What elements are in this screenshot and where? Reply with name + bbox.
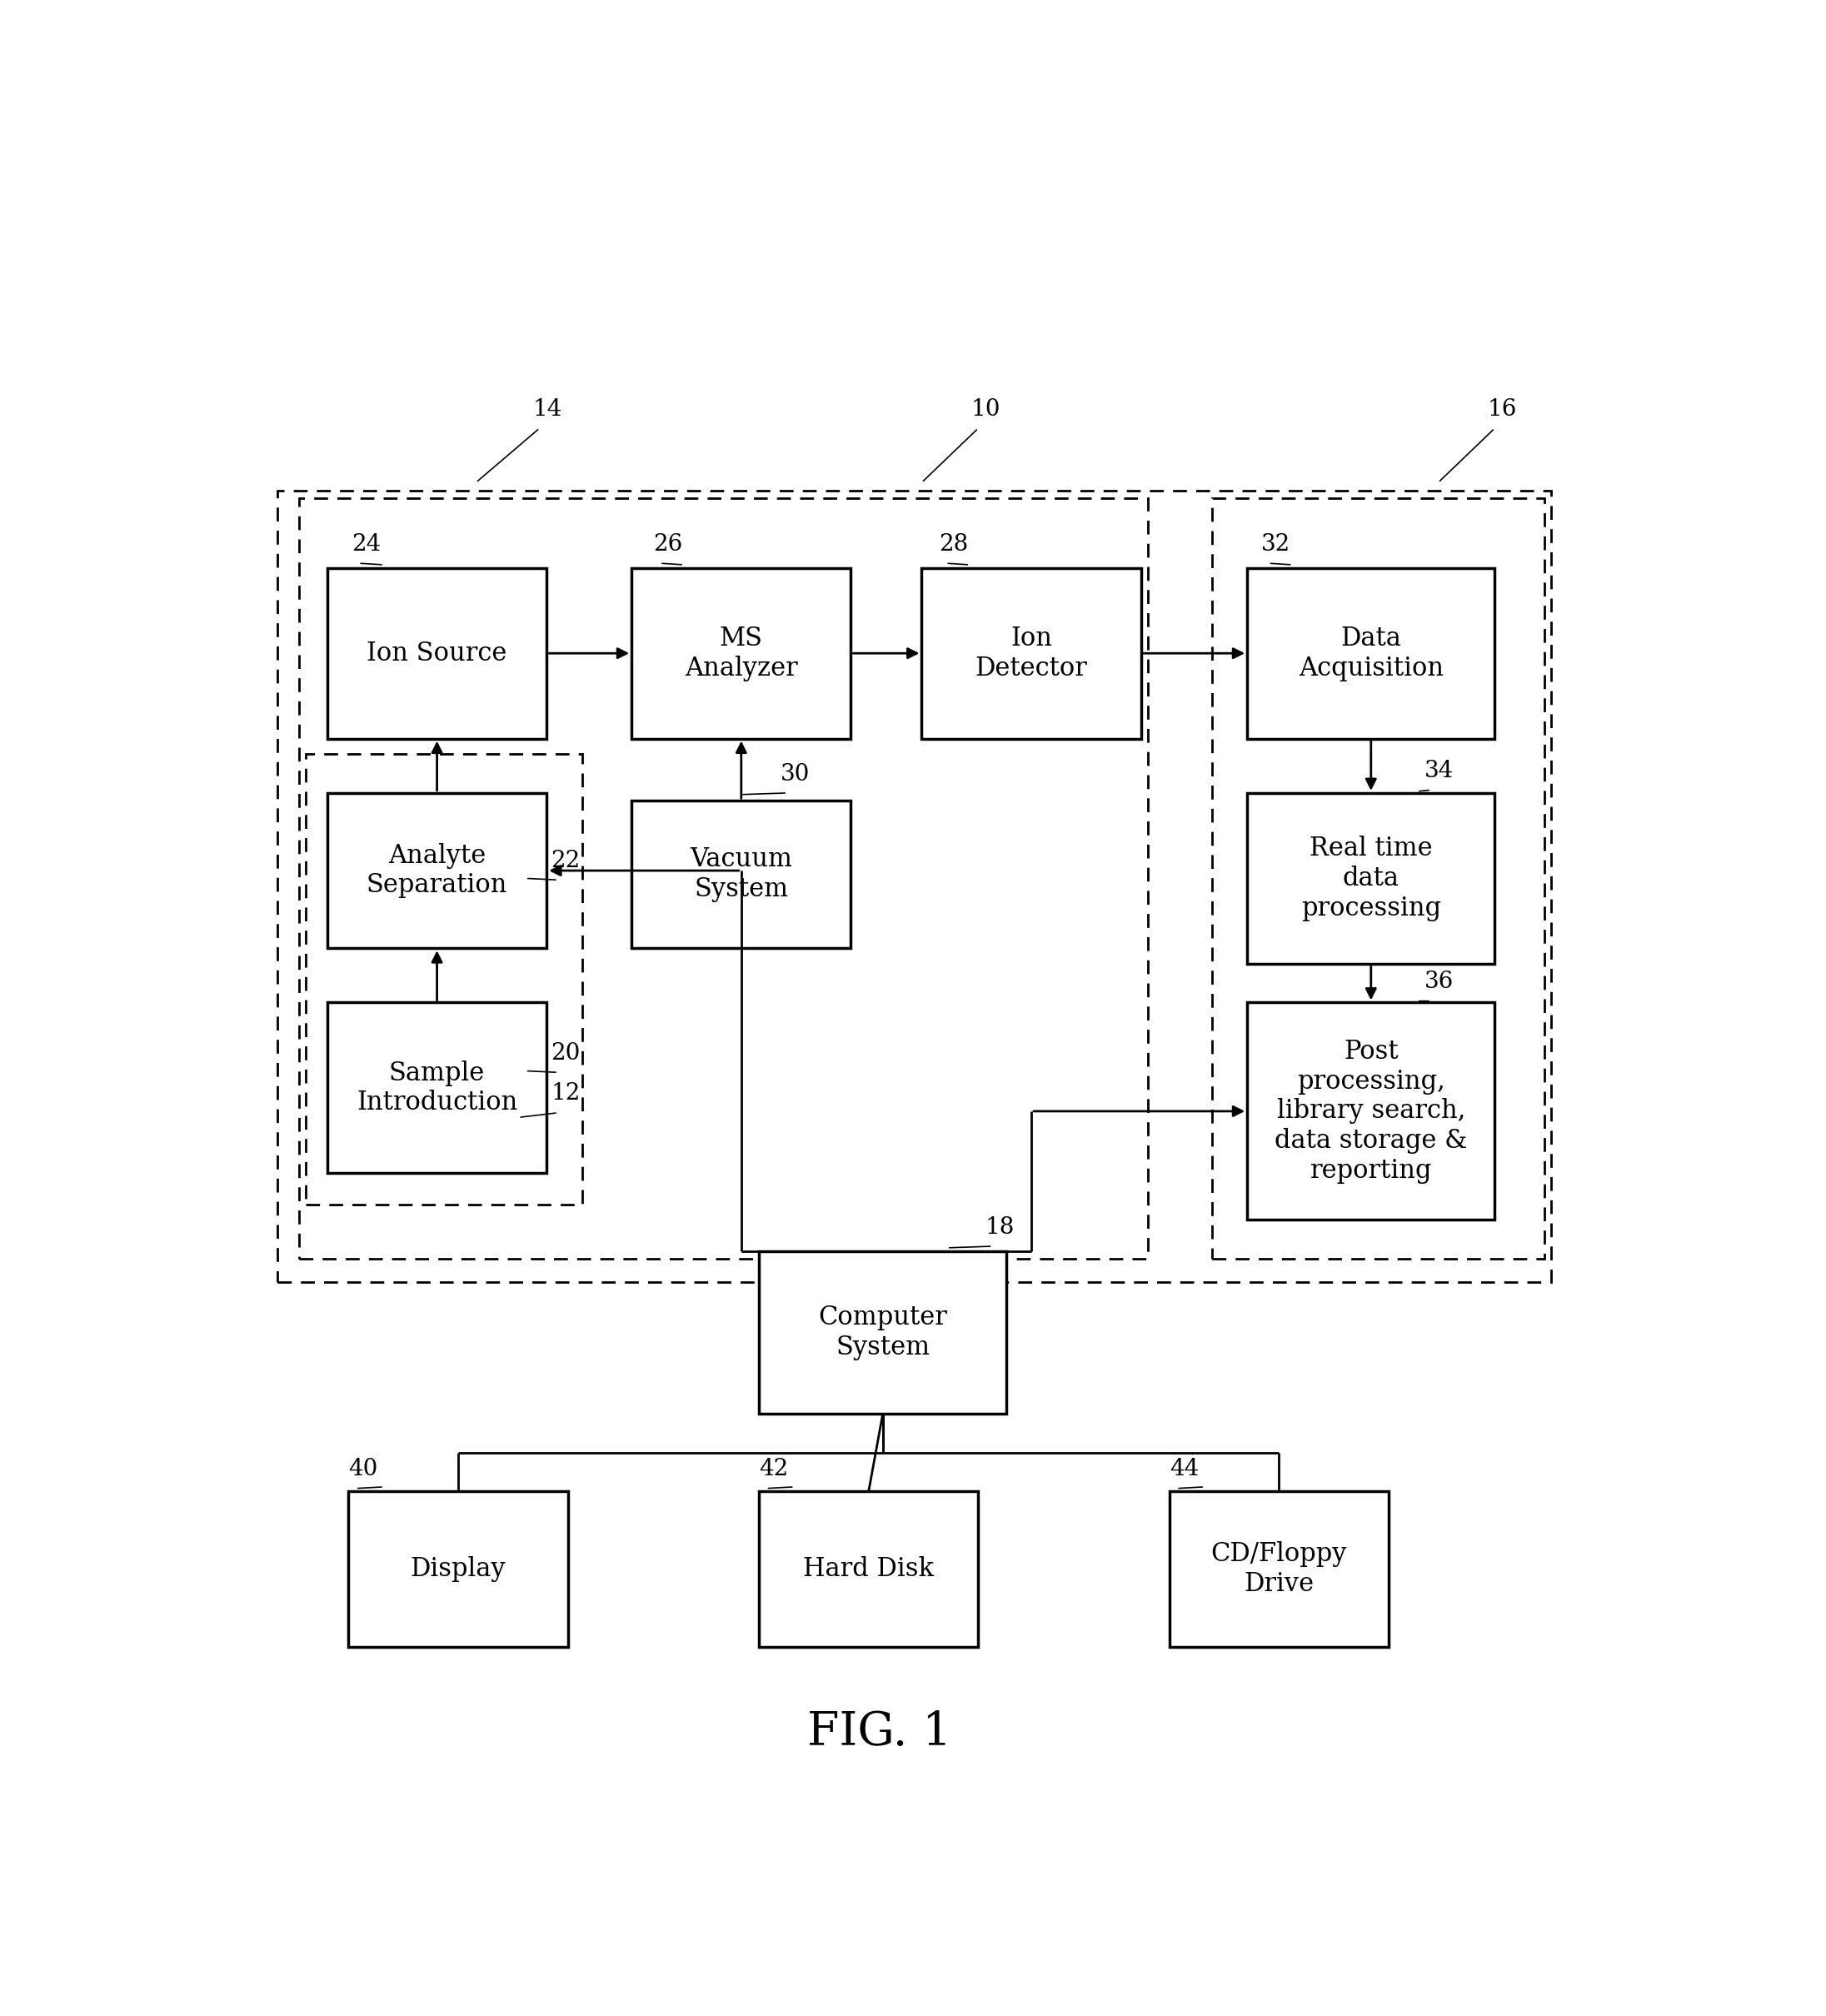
Bar [327,1002,546,1173]
Text: Real time
data
processing: Real time data processing [1300,837,1441,921]
Text: FIG. 1: FIG. 1 [807,1710,951,1756]
Text: 44: 44 [1169,1458,1198,1480]
Text: Post
processing,
library search,
data storage &
reporting: Post processing, library search, data st… [1275,1038,1468,1183]
Text: 10: 10 [971,397,1001,421]
Text: 36: 36 [1424,972,1453,994]
Text: Computer
System: Computer System [818,1304,948,1361]
Text: Ion
Detector: Ion Detector [975,625,1088,681]
Text: 28: 28 [939,532,968,556]
Bar [632,800,851,948]
Text: Sample
Introduction: Sample Introduction [356,1060,517,1115]
Text: 24: 24 [351,532,382,556]
Text: Hard Disk: Hard Disk [803,1556,933,1583]
Bar [299,498,1149,1258]
Text: Display: Display [411,1556,506,1583]
Bar [1247,569,1495,738]
Bar [760,1492,979,1647]
Text: Vacuum
System: Vacuum System [690,847,792,903]
Text: 32: 32 [1262,532,1291,556]
Text: 34: 34 [1424,760,1453,782]
Text: 26: 26 [654,532,683,556]
Text: 42: 42 [760,1458,789,1480]
Bar [760,1250,1006,1413]
Bar [1169,1492,1390,1647]
Bar [327,792,546,948]
Text: 22: 22 [551,849,581,873]
Text: CD/Floppy
Drive: CD/Floppy Drive [1211,1542,1348,1597]
Text: Data
Acquisition: Data Acquisition [1298,625,1444,681]
Bar [1247,1002,1495,1220]
Bar [349,1492,568,1647]
Bar [1212,498,1545,1258]
Text: 14: 14 [533,397,562,421]
Text: 12: 12 [551,1083,581,1105]
Text: 18: 18 [986,1216,1015,1238]
Text: MS
Analyzer: MS Analyzer [685,625,798,681]
Bar [1247,792,1495,964]
Text: 20: 20 [551,1042,581,1064]
Text: 16: 16 [1488,397,1517,421]
Text: Ion Source: Ion Source [367,641,508,665]
Text: 30: 30 [780,762,809,784]
Text: 40: 40 [349,1458,378,1480]
Bar [307,754,582,1204]
Bar [278,490,1552,1282]
Bar [922,569,1141,738]
Bar [632,569,851,738]
Bar [327,569,546,738]
Text: Analyte
Separation: Analyte Separation [367,843,508,899]
